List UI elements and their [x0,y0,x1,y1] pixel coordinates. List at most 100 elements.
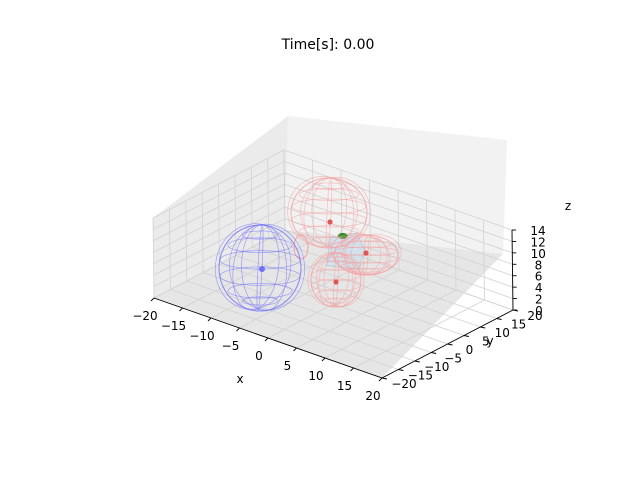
z-tick-label: 8 [535,258,543,272]
red-ellipsoid-latitude [340,240,392,249]
y-tick-mark [480,326,486,329]
side-gridline-z [153,195,285,265]
z-tick-label: 12 [531,235,546,249]
x-tick-label: −10 [189,329,214,343]
y-tick-mark [496,318,502,320]
y-tick-label: −10 [424,360,449,374]
red-sphere-large-longitude [287,176,358,247]
x-tick-label: −5 [222,339,240,353]
x-tick-mark [179,307,183,312]
back-gridline-z [284,161,513,242]
side-gridline-z [152,149,285,219]
back-gridline-z [284,183,513,265]
side-gridline-y [250,166,253,248]
x-tick-label: 10 [308,369,323,383]
floor-gridline-y [268,238,497,319]
x-tick-label: −20 [132,309,157,323]
x-axis-label: x [236,372,243,386]
red-sphere-small-latitude [311,278,361,292]
side-gridline-z [152,161,285,230]
z-tick-label: 6 [535,270,543,284]
floor-gridline-y [186,280,415,362]
y-tick-label: −20 [391,377,416,391]
red-ellipsoid-longitude [330,232,391,275]
blue-sphere-longitude [232,224,280,311]
y-tick-label: 5 [482,335,490,349]
x-tick-mark [350,367,354,372]
z-axis-label: z [565,199,571,213]
back-gridline-z [284,206,513,288]
x-tick-label: −15 [161,319,186,333]
side-gridline-y [185,200,188,282]
scene-objects [214,176,402,312]
y-tick-label: 20 [527,309,542,323]
red-sphere-small-longitude [307,251,357,307]
red-sphere-large [287,176,371,249]
side-gridline-y [283,149,286,231]
red-sphere-large-latitude [291,211,367,228]
x-tick-mark [236,327,240,332]
y-tick-mark [447,343,453,346]
back-gridline-z [284,172,513,254]
z-tick-label: 14 [530,224,545,238]
z-axis-line [511,229,514,311]
x-tick-mark [207,317,212,322]
x-tick-mark [378,377,383,382]
y-tick-label: 0 [466,343,474,357]
back-gridline-z [284,195,513,277]
y-axis-label: y [486,334,493,348]
side-gridline-z [153,183,285,253]
blue-center-point [259,266,265,272]
back-gridline-x [397,189,400,271]
x-tick-label: 5 [284,359,292,373]
y-tick-label: 10 [495,326,510,340]
floor-gridline-y [202,272,432,353]
x-tick-mark [321,357,326,362]
z-tick-label: 4 [535,281,543,295]
side-gridline-z [153,172,285,242]
side-gridline-z [153,206,285,276]
back-gridline-z [284,218,513,299]
axes: −20−15−10−505101520−20−15−10−50510152002… [132,224,546,403]
red-ellipsoid-latitude [351,237,381,242]
side-gridline-y [267,158,270,239]
side-gridline-y [218,183,220,265]
floor-gridline-y [252,246,481,328]
y-tick-mark [398,369,404,371]
red-sphere-large-longitude [303,177,347,248]
red-sphere-small-latitude [316,289,356,300]
back-gridline-z [283,149,513,231]
x-tick-label: 20 [365,389,380,403]
side-gridline-y [201,192,204,273]
z-tick-label: 2 [535,293,543,307]
y-tick-label: −5 [444,352,462,366]
y-tick-mark [414,360,420,363]
y-tick-label: 15 [511,318,526,332]
z-tick-label: 10 [531,247,546,261]
back-gridline-x [426,199,428,281]
back-gridline-x [454,209,457,291]
red-center-point [333,279,339,285]
red-sphere-small [307,251,365,308]
y-tick-mark [431,352,437,354]
x-tick-label: 15 [337,379,352,393]
cube-object [326,233,366,270]
back-gridline-x [483,219,485,301]
red-center-point [327,219,333,225]
red-sphere-small-latitude [316,260,356,271]
x-tick-label: 0 [255,349,263,363]
chart-title: Time[s]: 0.00 [281,37,375,53]
x-tick-mark [264,337,269,342]
side-gridline-y [168,209,171,290]
red-ellipsoid-latitude [340,261,392,270]
blue-sphere-longitude [214,223,292,310]
red-small-ring [293,234,309,260]
y-tick-mark [463,335,469,337]
y-tick-label: −15 [408,369,433,383]
red-sphere-large-latitude [291,198,367,215]
x-tick-mark [293,347,297,352]
y-tick-mark [381,377,388,380]
back-pane-xz [285,116,507,254]
